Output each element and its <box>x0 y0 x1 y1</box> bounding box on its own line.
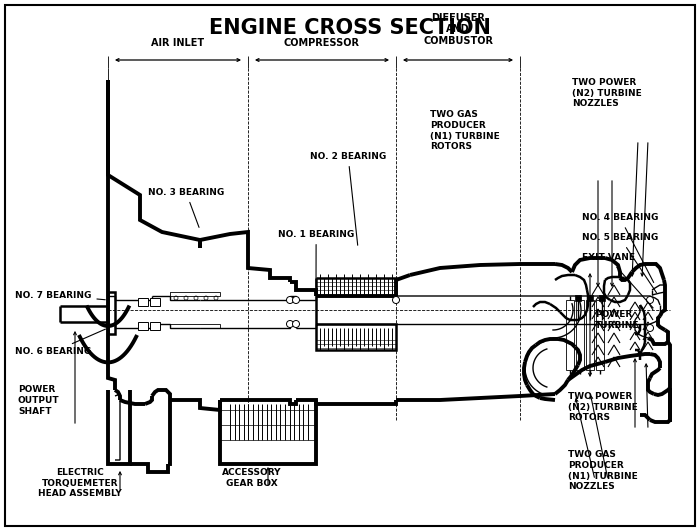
Text: ACCESSORY
GEAR BOX: ACCESSORY GEAR BOX <box>223 468 281 488</box>
Text: NO. 3 BEARING: NO. 3 BEARING <box>148 188 224 227</box>
Bar <box>576 300 584 370</box>
Circle shape <box>393 296 400 304</box>
Text: NO. 6 BEARING: NO. 6 BEARING <box>15 329 106 356</box>
Circle shape <box>286 321 293 328</box>
Text: COMPRESSOR: COMPRESSOR <box>284 38 360 48</box>
Bar <box>575 295 581 301</box>
Circle shape <box>647 324 654 331</box>
Bar <box>587 295 593 301</box>
Text: TWO GAS
PRODUCER
(N1) TURBINE
NOZZLES: TWO GAS PRODUCER (N1) TURBINE NOZZLES <box>568 450 638 491</box>
Bar <box>150 298 160 306</box>
Bar <box>138 298 148 306</box>
Text: TWO GAS
PRODUCER
(N1) TURBINE
ROTORS: TWO GAS PRODUCER (N1) TURBINE ROTORS <box>430 110 500 151</box>
Text: NO. 1 BEARING: NO. 1 BEARING <box>278 230 354 287</box>
Text: AIR INLET: AIR INLET <box>151 38 204 48</box>
Text: NO. 4 BEARING: NO. 4 BEARING <box>582 213 659 282</box>
Text: POWER
OUTPUT
SHAFT: POWER OUTPUT SHAFT <box>18 385 60 415</box>
Bar <box>138 322 148 330</box>
Circle shape <box>293 321 300 328</box>
Bar <box>586 300 594 370</box>
Bar <box>596 300 604 370</box>
Text: NO. 7 BEARING: NO. 7 BEARING <box>15 290 105 299</box>
Text: NO. 2 BEARING: NO. 2 BEARING <box>310 152 386 245</box>
Bar <box>599 295 605 301</box>
Circle shape <box>647 296 654 304</box>
Text: POWER
TURBINE: POWER TURBINE <box>595 310 640 330</box>
Circle shape <box>293 296 300 304</box>
Bar <box>566 300 574 370</box>
Text: ELECTRIC
TORQUEMETER
HEAD ASSEMBLY: ELECTRIC TORQUEMETER HEAD ASSEMBLY <box>38 468 122 499</box>
Text: TWO POWER
(N2) TURBINE
NOZZLES: TWO POWER (N2) TURBINE NOZZLES <box>572 78 642 108</box>
Text: DIFFUSER
AND
COMBUSTOR: DIFFUSER AND COMBUSTOR <box>423 13 493 46</box>
Text: EXIT VANE: EXIT VANE <box>582 253 653 308</box>
Text: NO. 5 BEARING: NO. 5 BEARING <box>582 234 658 293</box>
Text: TWO POWER
(N2) TURBINE
ROTORS: TWO POWER (N2) TURBINE ROTORS <box>568 392 638 423</box>
Circle shape <box>286 296 293 304</box>
Bar <box>150 322 160 330</box>
Text: ENGINE CROSS SECTION: ENGINE CROSS SECTION <box>209 18 491 38</box>
